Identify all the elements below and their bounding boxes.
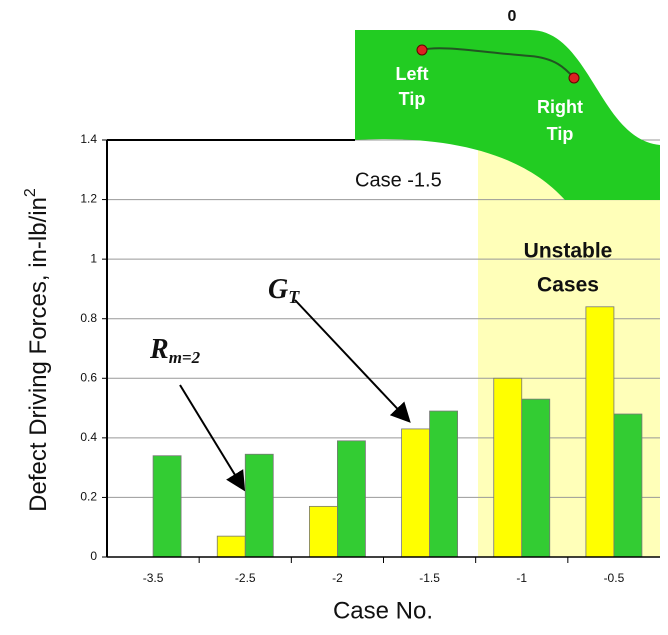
bar	[402, 429, 430, 557]
x-tick-label: -2.5	[235, 571, 256, 585]
inset-zero: 0	[508, 8, 517, 25]
bar	[430, 411, 458, 557]
bar	[153, 456, 181, 557]
inset-left: Left	[396, 64, 429, 84]
x-tick-label: -1.5	[419, 571, 440, 585]
y-tick-label: 0.4	[80, 430, 97, 444]
x-tick-label: -1	[516, 571, 527, 585]
annotation-arrow	[295, 300, 408, 420]
bar	[337, 441, 365, 557]
bar	[217, 536, 245, 557]
y-axis-label: Defect Driving Forces, in-lb/in2	[22, 188, 52, 512]
chart: 0 Left Tip Right Tip Case -1.5 Unstable …	[0, 0, 668, 635]
inset-case: Case -1.5	[355, 169, 442, 191]
bar	[586, 307, 614, 557]
y-label-sup: 2	[22, 188, 39, 197]
y-tick-label: 0.6	[80, 370, 97, 384]
annotation-text: R	[149, 334, 169, 365]
y-tick-label: 1	[90, 251, 97, 265]
annotation: Rm=2	[149, 334, 201, 366]
y-tick-label: 0.8	[80, 311, 97, 325]
y-tick-label: 1.2	[80, 192, 97, 206]
y-tick-label: 0	[90, 549, 97, 563]
x-tick-label: -3.5	[143, 571, 164, 585]
y-tick-label: 0.2	[80, 490, 97, 504]
region-label: Cases	[537, 274, 599, 297]
x-axis-label: Case No.	[333, 597, 433, 624]
y-label-text: Defect Driving Forces, in-lb/in	[25, 197, 52, 512]
annotation-arrow	[180, 385, 243, 488]
right-tip-dot	[569, 73, 579, 83]
bar	[309, 506, 337, 557]
region-label: Unstable	[524, 240, 613, 263]
annotation: GT	[268, 274, 300, 307]
inset-right: Right	[537, 97, 583, 117]
inset-left: Tip	[399, 89, 426, 109]
bar	[614, 414, 642, 557]
x-tick-label: -0.5	[604, 571, 625, 585]
y-tick-label: 1.4	[80, 132, 97, 146]
page: {"chart_data": {"type": "bar", "categori…	[0, 0, 668, 635]
bar	[245, 454, 273, 557]
x-tick-label: -2	[332, 571, 343, 585]
left-tip-dot	[417, 45, 427, 55]
inset-right: Tip	[547, 124, 574, 144]
bar	[494, 378, 522, 557]
annotation-text: G	[268, 274, 288, 305]
bar	[522, 399, 550, 557]
annotation-sub: m=2	[169, 348, 201, 367]
